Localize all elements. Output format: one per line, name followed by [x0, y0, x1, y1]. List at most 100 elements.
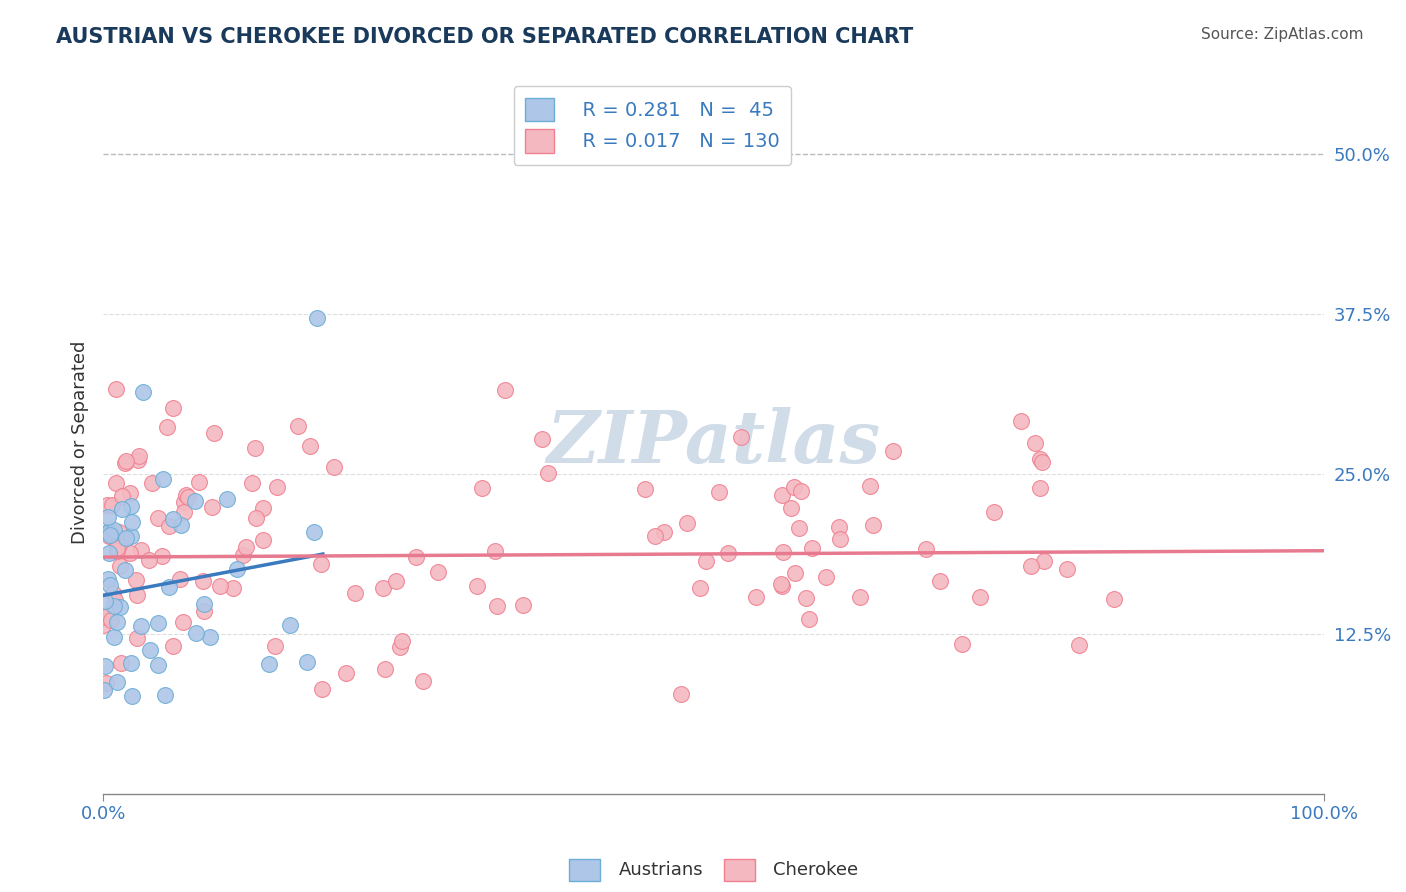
Point — [1104, 591, 1126, 606]
Point — [114, 454, 136, 468]
Point — [105, 382, 128, 396]
Point — [94, 659, 117, 673]
Point — [162, 401, 184, 416]
Point — [105, 538, 128, 552]
Point — [537, 466, 560, 480]
Point — [188, 475, 211, 489]
Point — [114, 531, 136, 545]
Point — [152, 472, 174, 486]
Point — [389, 640, 412, 654]
Point — [828, 519, 851, 533]
Point — [929, 574, 952, 589]
Point — [156, 420, 179, 434]
Point — [153, 688, 176, 702]
Point — [252, 533, 274, 547]
Text: AUSTRIAN VS CHEROKEE DIVORCED OR SEPARATED CORRELATION CHART: AUSTRIAN VS CHEROKEE DIVORCED OR SEPARAT… — [56, 27, 914, 46]
Point — [120, 546, 142, 560]
Point — [198, 630, 221, 644]
Point — [1029, 481, 1052, 495]
Point — [125, 574, 148, 588]
Point — [252, 500, 274, 515]
Point — [108, 538, 131, 552]
Point — [769, 577, 792, 591]
Point — [471, 481, 494, 495]
Point — [770, 488, 793, 502]
Point — [146, 615, 169, 630]
Text: ZIPatlas: ZIPatlas — [547, 407, 880, 477]
Point — [671, 687, 693, 701]
Point — [103, 524, 125, 538]
Point — [772, 579, 794, 593]
Point — [343, 585, 366, 599]
Text: Cherokee: Cherokee — [773, 861, 859, 879]
Point — [801, 541, 824, 556]
Point — [644, 529, 666, 543]
Y-axis label: Divorced or Separated: Divorced or Separated — [72, 341, 89, 544]
Point — [467, 579, 489, 593]
Point — [257, 657, 280, 671]
Point — [152, 549, 174, 564]
Point — [129, 619, 152, 633]
Point — [689, 581, 711, 595]
Point — [772, 545, 794, 559]
Point — [848, 590, 870, 604]
Point — [1067, 638, 1090, 652]
Point — [177, 490, 200, 504]
Point — [235, 541, 257, 555]
Point — [108, 524, 131, 539]
Point — [139, 642, 162, 657]
Point — [201, 500, 224, 514]
Point — [193, 598, 215, 612]
Point — [787, 521, 810, 535]
Legend:   R = 0.281   N =  45,   R = 0.017   N = 130: R = 0.281 N = 45, R = 0.017 N = 130 — [513, 86, 792, 165]
Point — [110, 599, 132, 614]
Point — [780, 500, 803, 515]
Point — [98, 528, 121, 542]
Point — [186, 626, 208, 640]
Point — [202, 425, 225, 440]
Point — [676, 516, 699, 530]
Point — [112, 532, 135, 546]
Point — [104, 592, 127, 607]
Point — [716, 546, 738, 560]
Point — [98, 529, 121, 543]
Point — [1024, 436, 1046, 450]
Point — [208, 579, 231, 593]
Point — [264, 639, 287, 653]
Point — [173, 505, 195, 519]
Point — [125, 631, 148, 645]
Point — [412, 674, 434, 689]
Point — [1010, 414, 1032, 428]
Text: Austrians: Austrians — [619, 861, 703, 879]
Point — [1019, 559, 1042, 574]
Point — [245, 510, 267, 524]
Point — [243, 441, 266, 455]
Point — [93, 593, 115, 607]
Point — [146, 511, 169, 525]
Point — [311, 682, 333, 697]
Point — [127, 588, 149, 602]
Point — [287, 419, 309, 434]
Point — [859, 479, 882, 493]
Point — [427, 565, 450, 579]
Point — [170, 517, 193, 532]
Point — [172, 615, 194, 629]
Point — [297, 655, 319, 669]
Point — [1029, 452, 1052, 467]
Point — [299, 439, 322, 453]
Point — [111, 533, 134, 548]
Point — [94, 676, 117, 690]
Point — [266, 480, 288, 494]
Point — [783, 480, 806, 494]
Point — [1056, 562, 1078, 576]
Point — [162, 639, 184, 653]
Point — [217, 491, 239, 506]
Text: Source: ZipAtlas.com: Source: ZipAtlas.com — [1201, 27, 1364, 42]
Point — [100, 498, 122, 512]
Point — [97, 510, 120, 524]
Point — [100, 577, 122, 591]
Point — [730, 430, 752, 444]
Point — [695, 554, 717, 568]
Point — [138, 552, 160, 566]
Point — [121, 515, 143, 529]
